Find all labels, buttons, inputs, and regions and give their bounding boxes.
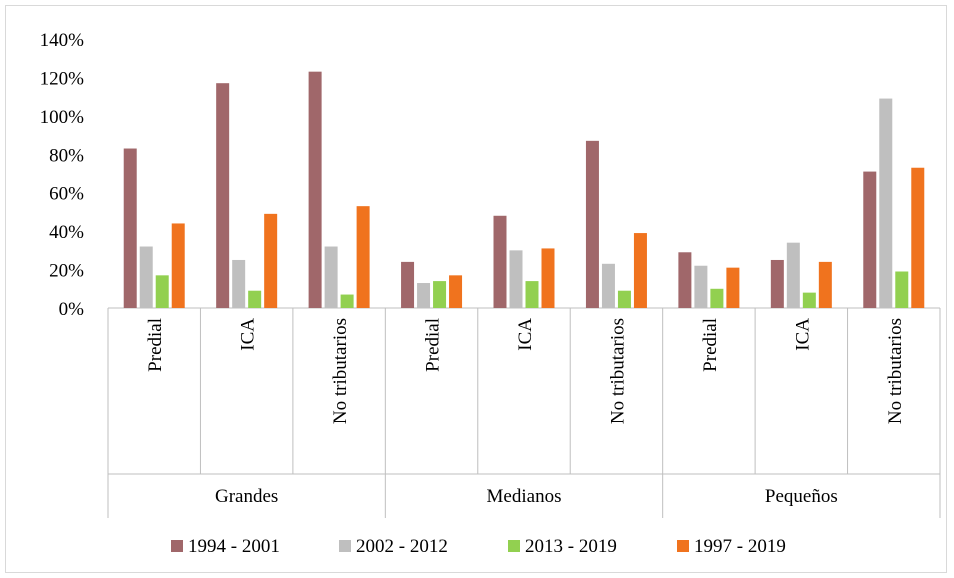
category-label: No tributarios	[330, 318, 351, 424]
bar	[324, 246, 338, 308]
legend-swatch	[508, 540, 520, 552]
bar	[171, 223, 185, 308]
bar	[401, 261, 415, 308]
bar	[356, 206, 370, 308]
group-label: Pequeños	[765, 486, 838, 507]
bar	[786, 242, 800, 308]
bar	[232, 259, 246, 308]
bar	[617, 290, 631, 308]
y-tick-label: 140%	[40, 30, 85, 51]
bar	[863, 171, 877, 308]
bar	[449, 275, 463, 308]
legend-label: 2013 - 2019	[525, 536, 617, 557]
bar	[633, 233, 647, 308]
bar	[216, 83, 230, 308]
y-tick-label: 100%	[40, 107, 85, 128]
legend-label: 1997 - 2019	[694, 536, 786, 557]
bar	[770, 259, 784, 308]
bar	[895, 271, 909, 308]
category-label: No tributarios	[885, 318, 906, 424]
bar	[818, 261, 832, 308]
bar	[433, 281, 447, 308]
category-label: Predial	[700, 318, 721, 372]
y-tick-label: 0%	[59, 299, 85, 320]
category-label: Predial	[423, 318, 444, 372]
category-label: Predial	[145, 318, 166, 372]
bar	[248, 290, 262, 308]
legend-swatch	[339, 540, 351, 552]
bar	[879, 98, 893, 308]
bar	[123, 148, 137, 308]
bar	[340, 294, 354, 308]
y-tick-label: 20%	[49, 261, 84, 282]
bar	[139, 246, 153, 308]
bar	[710, 288, 724, 308]
bar	[585, 140, 599, 308]
bar	[678, 252, 692, 308]
y-tick-label: 120%	[40, 68, 85, 89]
legend-label: 2002 - 2012	[356, 536, 448, 557]
bar	[308, 71, 322, 309]
bar	[509, 250, 523, 308]
bar	[264, 213, 278, 308]
legend-label: 1994 - 2001	[188, 536, 280, 557]
bar	[493, 215, 507, 308]
bar	[541, 248, 555, 308]
bar	[525, 281, 539, 308]
bar	[155, 275, 169, 308]
bar	[911, 167, 925, 308]
legend-swatch	[677, 540, 689, 552]
category-label: ICA	[515, 318, 536, 351]
bar	[726, 267, 740, 308]
category-label: No tributarios	[607, 318, 628, 424]
bar	[417, 283, 431, 308]
y-tick-label: 80%	[49, 145, 84, 166]
bar	[802, 292, 816, 308]
category-label: ICA	[792, 318, 813, 351]
y-tick-label: 60%	[49, 184, 84, 205]
bar	[601, 263, 615, 308]
y-tick-label: 40%	[49, 222, 84, 243]
legend-swatch	[171, 540, 183, 552]
group-label: Medianos	[487, 486, 562, 507]
group-label: Grandes	[215, 486, 278, 507]
category-label: ICA	[238, 318, 259, 351]
bar	[694, 265, 708, 308]
